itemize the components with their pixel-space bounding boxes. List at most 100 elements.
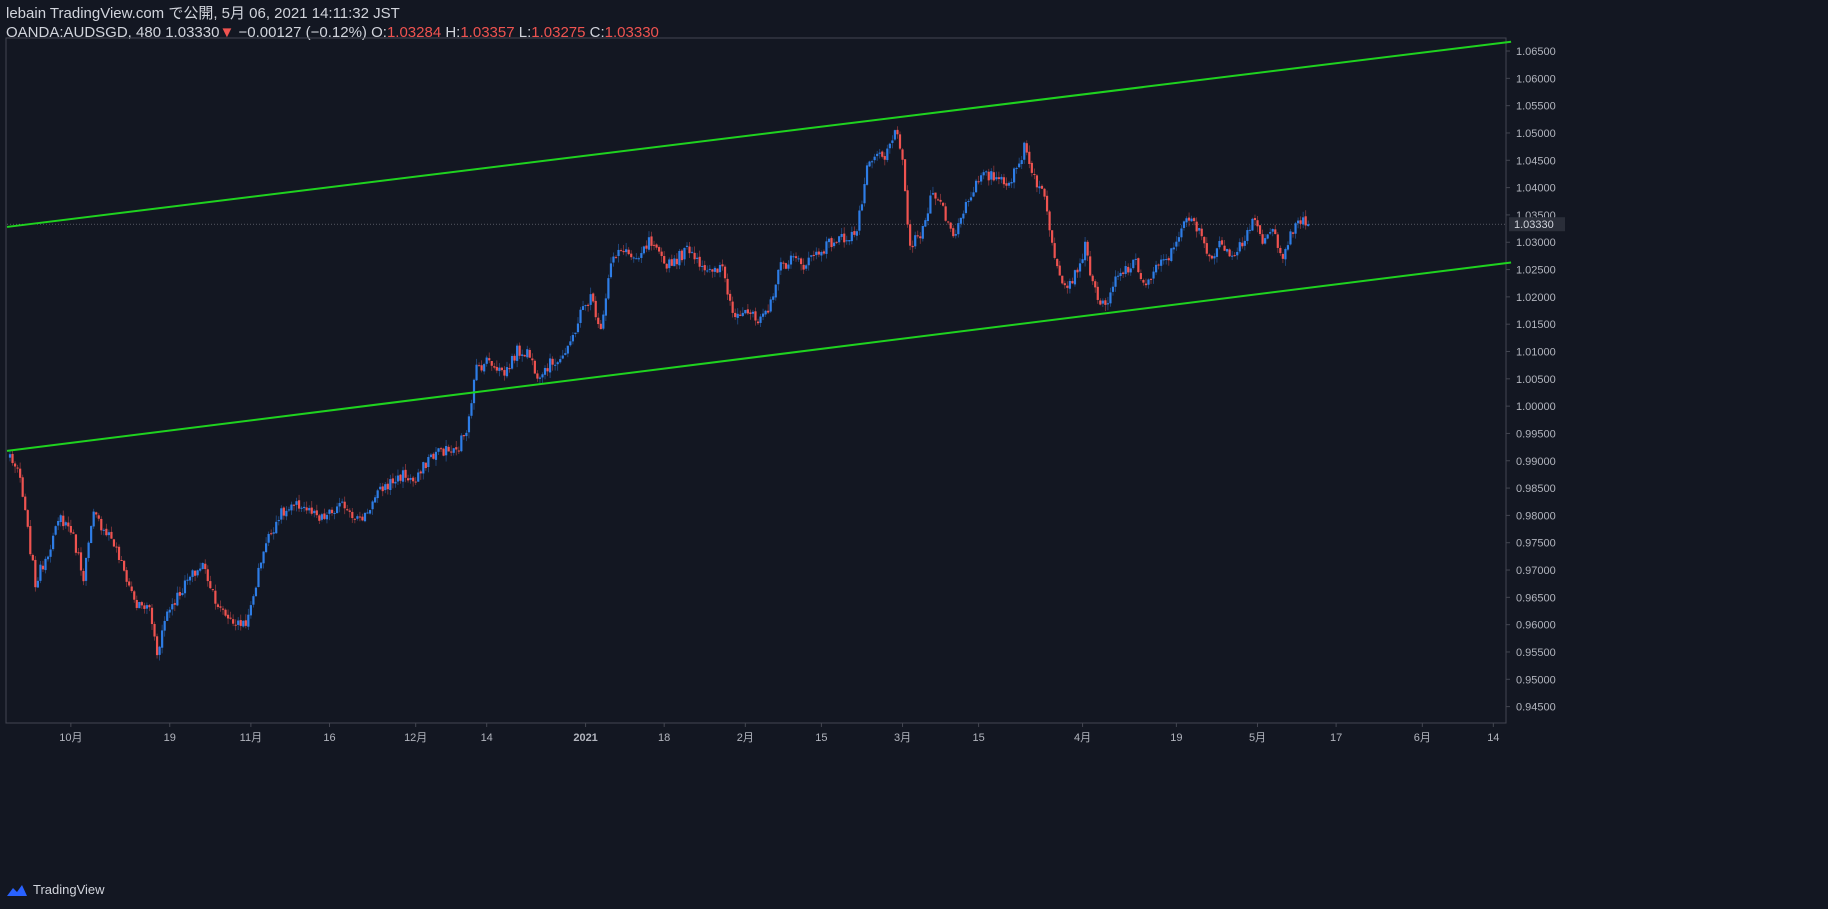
low-label: L: <box>518 24 532 41</box>
candle-body <box>1116 275 1120 277</box>
candle-body <box>1157 264 1160 266</box>
candle <box>323 508 326 521</box>
candle <box>855 229 858 241</box>
candle <box>1134 253 1137 266</box>
candle-body <box>772 296 775 300</box>
y-tick-label: 0.97000 <box>1516 565 1556 577</box>
candle <box>1086 240 1089 262</box>
candle-body <box>767 310 770 313</box>
candle <box>974 178 978 193</box>
upper-channel-line[interactable] <box>6 40 1512 228</box>
candle-body <box>774 284 777 298</box>
candle-body <box>967 200 970 202</box>
candle <box>830 236 833 252</box>
candle-body <box>74 534 78 553</box>
candle <box>1218 236 1221 250</box>
candle <box>911 240 914 253</box>
candle <box>934 192 937 206</box>
candle-body <box>485 357 488 364</box>
symbol-interval[interactable]: OANDA:AUDSGD, 480 <box>6 24 162 41</box>
candle-body <box>559 359 562 363</box>
candle-body <box>1061 275 1064 284</box>
candle-body <box>49 549 52 557</box>
candle <box>642 245 645 255</box>
candle <box>44 556 47 574</box>
candle-body <box>138 601 141 609</box>
candle <box>635 253 638 260</box>
candle <box>838 235 841 245</box>
candle <box>1238 238 1241 254</box>
candle <box>381 482 384 497</box>
candle-body <box>536 373 539 379</box>
candle <box>130 581 133 593</box>
lower-channel-line[interactable] <box>6 261 1512 452</box>
candle <box>541 372 544 383</box>
candle-body <box>1124 266 1127 274</box>
candle-body <box>226 614 230 619</box>
candle-body <box>751 311 755 314</box>
candle <box>285 506 288 521</box>
candle <box>1253 214 1257 226</box>
trendlines[interactable] <box>6 40 1512 452</box>
candle-body <box>232 619 235 624</box>
candle <box>181 588 184 597</box>
candle-body <box>1152 271 1155 279</box>
candle-body <box>90 526 93 544</box>
candle <box>69 519 72 536</box>
candle-body <box>11 453 14 464</box>
candle <box>150 604 154 631</box>
candle-body <box>1203 236 1206 244</box>
candle-body <box>500 367 504 371</box>
candle-body <box>112 539 116 547</box>
candle <box>1220 236 1224 246</box>
candle-body <box>744 309 747 314</box>
candle-body <box>219 606 222 608</box>
candle <box>1264 233 1267 245</box>
candle-body <box>384 484 387 491</box>
candle <box>67 516 70 532</box>
candle-body <box>1030 162 1033 173</box>
candle <box>498 363 501 377</box>
candle <box>526 345 529 360</box>
candle <box>84 557 88 586</box>
y-tick-label: 0.99500 <box>1516 428 1556 440</box>
time-axis[interactable]: 10月 19 11月 16 12月 14 2021 18 2月 15 3月 15 4月 19 5月 17 6月 1… <box>59 723 1499 744</box>
candle <box>614 254 618 260</box>
candle <box>1132 259 1135 270</box>
candle-body <box>490 361 493 366</box>
candle <box>832 238 836 249</box>
candle <box>531 353 534 366</box>
candle-body <box>470 403 473 416</box>
candle-body <box>277 520 280 522</box>
candle-body <box>135 599 138 608</box>
candle <box>777 269 780 291</box>
candle <box>199 562 202 573</box>
candle <box>244 614 247 629</box>
candle <box>1109 287 1112 307</box>
candle-body <box>176 592 179 606</box>
candle-body <box>1286 245 1290 250</box>
y-tick-label: 1.05500 <box>1516 101 1556 113</box>
candle-body <box>457 450 460 452</box>
candle <box>599 320 602 330</box>
candle-body <box>1071 281 1074 284</box>
candle-body <box>79 552 83 571</box>
candle <box>696 252 699 264</box>
candle <box>176 586 179 607</box>
candle <box>708 264 711 273</box>
price-axis[interactable]: 1.06500 1.06000 1.05500 1.05000 1.04500 1.040… <box>1506 46 1565 714</box>
ohlc-legend: OANDA:AUDSGD, 480 1.03330▼ −0.00127 (−0.… <box>6 23 1828 42</box>
candle-body <box>926 213 929 222</box>
candle-body <box>706 270 709 272</box>
candle <box>188 575 192 585</box>
candle <box>191 569 194 583</box>
candle <box>787 260 790 271</box>
candle-body <box>1043 188 1046 197</box>
candle-body <box>1241 242 1244 247</box>
candle-body <box>820 252 823 256</box>
candle <box>1091 273 1094 285</box>
candle-body <box>171 604 174 610</box>
candle <box>949 221 952 232</box>
candle-body <box>59 515 62 523</box>
